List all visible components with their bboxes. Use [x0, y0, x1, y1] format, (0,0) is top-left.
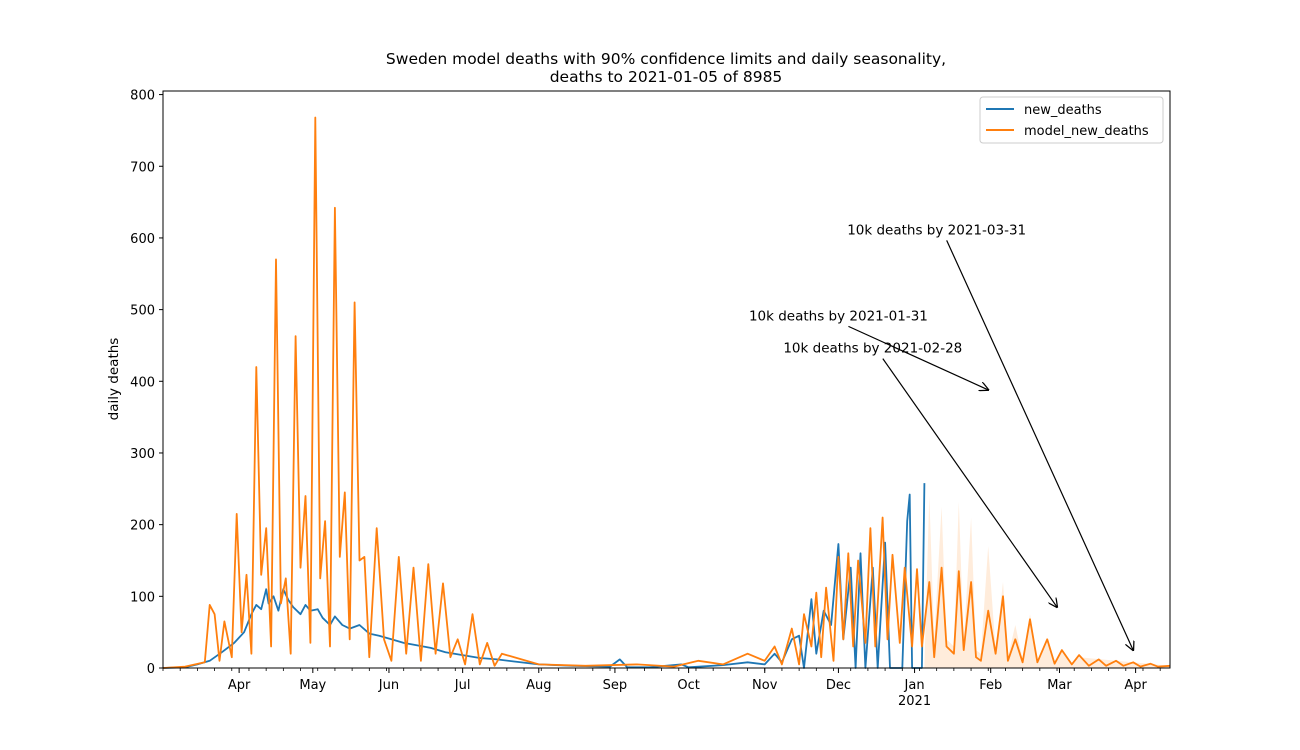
x-tick-label-2020-05-01: May — [299, 678, 326, 693]
legend-label-model-new-deaths: model_new_deaths — [1024, 124, 1149, 139]
x-year-label: 2021 — [898, 694, 931, 709]
x-tick-label-2021-03-01: Mar — [1047, 678, 1072, 693]
y-axis: 0 100 200 300 400 500 600 700 800 — [130, 89, 163, 677]
annotation-arrow-1 — [946, 240, 1133, 650]
x-tick-label-2020-06-01: Jun — [378, 678, 399, 693]
y-tick-label-100: 100 — [130, 590, 155, 605]
x-tick-label-2020-08-01: Aug — [526, 678, 551, 693]
annotation-text-3: 10k deaths by 2021-02-28 — [783, 341, 962, 357]
y-tick-label-500: 500 — [130, 304, 155, 319]
y-tick-label-600: 600 — [130, 232, 155, 247]
y-tick-label-400: 400 — [130, 375, 155, 390]
y-tick-label-300: 300 — [130, 447, 155, 462]
x-tick-label-2020-11-01: Nov — [752, 678, 778, 693]
series-line-model-new-deaths — [162, 116, 1171, 669]
legend-box — [979, 96, 1164, 144]
y-axis-label: daily deaths — [106, 338, 122, 421]
annotation-text-1: 10k deaths by 2021-03-31 — [847, 222, 1026, 238]
series-layer — [162, 116, 1171, 669]
x-tick-label-2020-04-01: Apr — [228, 678, 251, 693]
annotation-text-2: 10k deaths by 2021-01-31 — [749, 308, 928, 324]
x-tick-label-2020-10-01: Oct — [677, 678, 699, 693]
annotation-arrow-2 — [848, 325, 988, 390]
x-tick-label-2021-02-01: Feb — [979, 678, 1002, 693]
x-tick-label-2020-12-01: Dec — [826, 678, 851, 693]
annotation-arrow-3 — [882, 358, 1057, 607]
annotation-layer: 10k deaths by 2021-03-31 10k deaths by 20… — [749, 222, 1133, 650]
y-tick-label-800: 800 — [130, 89, 155, 104]
x-axis: Apr May Jun Jul Aug Sep Oct Nov Dec Jan Feb Mar Apr 2… — [162, 668, 1161, 709]
legend-label-new-deaths: new_deaths — [1024, 103, 1102, 118]
x-tick-label-2021-01-01: Jan — [904, 678, 925, 693]
x-tick-label-2020-07-01: Jul — [454, 678, 471, 693]
plot-frame — [162, 90, 1171, 669]
y-tick-label-0: 0 — [147, 662, 155, 677]
chart-subtitle: deaths to 2021-01-05 of 8985 — [550, 68, 783, 86]
y-tick-label-200: 200 — [130, 519, 155, 534]
chart-title: Sweden model deaths with 90% confidence … — [386, 50, 946, 68]
x-tick-label-2020-09-01: Sep — [603, 678, 628, 693]
y-tick-label-700: 700 — [130, 160, 155, 175]
x-tick-label-2021-04-01: Apr — [1124, 678, 1147, 693]
legend: new_deaths model_new_deaths — [979, 96, 1164, 144]
